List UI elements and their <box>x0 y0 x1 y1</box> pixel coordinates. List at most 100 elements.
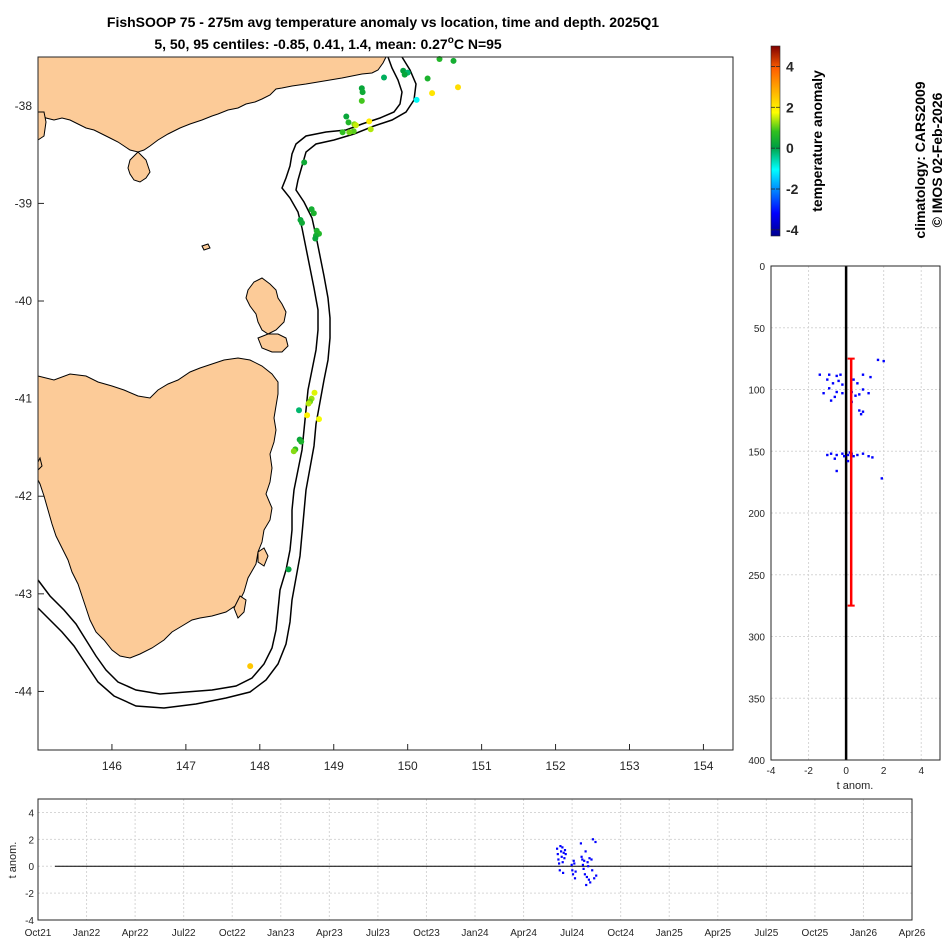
colorbar-tick-label: 4 <box>786 58 794 74</box>
time-point <box>562 851 565 854</box>
time-x-tick-label: Oct25 <box>802 928 829 939</box>
map-x-tick-labels: 146 147 148 149 150 151 152 153 154 <box>102 759 714 773</box>
map-point <box>401 71 408 78</box>
profile-y-tick-label: 50 <box>754 324 766 335</box>
credit-climatology: climatology: CARS2009 <box>912 81 928 238</box>
map-point <box>312 235 319 242</box>
profile-point <box>846 459 850 463</box>
time-y-tick-label: -2 <box>25 889 34 900</box>
time-points <box>556 838 598 887</box>
time-point <box>571 869 574 872</box>
time-point <box>594 840 597 844</box>
profile-y-tick-label: 400 <box>748 756 765 767</box>
profile-point <box>833 457 836 460</box>
map-point <box>358 97 365 104</box>
profile-point <box>835 374 838 378</box>
map-y-tick-label: -43 <box>15 587 33 601</box>
time-x-tick-label: Jan24 <box>461 928 489 939</box>
map-point <box>455 84 461 91</box>
profile-point <box>867 392 870 395</box>
time-point <box>587 865 590 868</box>
profile-point <box>861 373 865 376</box>
profile-point <box>858 393 861 396</box>
time-x-tick-label: Jul24 <box>560 928 584 939</box>
profile-point <box>846 453 850 457</box>
time-series-panel: Oct21 Jan22 Apr22 Jul22 Oct22 Jan23 Apr23 Jul23… <box>7 798 926 939</box>
profile-point <box>848 451 852 454</box>
time-x-tick-label: Jan22 <box>73 928 101 939</box>
credit-copyright: © IMOS 02-Feb-2026 <box>929 92 945 227</box>
small-islet <box>201 243 211 251</box>
time-x-tick-label: Jan23 <box>267 928 295 939</box>
profile-x-label: t anom. <box>837 780 874 792</box>
time-point <box>559 845 562 848</box>
colorbar-tick-label: 0 <box>786 140 794 156</box>
profile-y-tick-labels: 0 50 100 150 200 250 300 350 400 <box>748 262 765 767</box>
profile-x-tick-label: -4 <box>767 766 776 777</box>
time-x-tick-label: Oct24 <box>607 928 634 939</box>
profile-point <box>831 382 835 385</box>
map-y-tick-label: -40 <box>15 294 33 308</box>
profile-point <box>869 375 872 379</box>
cape-barren <box>257 333 289 353</box>
time-x-tick-label: Apr25 <box>704 928 731 939</box>
map-point <box>247 663 254 670</box>
map-y-tick-labels: -38 -39 -40 -41 -42 -43 -44 <box>15 99 33 699</box>
time-point <box>556 853 559 856</box>
time-y-tick-label: -4 <box>25 916 34 927</box>
time-y-label: t anom. <box>7 842 19 879</box>
profile-point <box>829 452 833 455</box>
map-point <box>450 57 457 64</box>
time-point <box>579 842 582 845</box>
map-point <box>366 118 373 125</box>
time-point <box>591 838 594 841</box>
profile-y-tick-label: 0 <box>759 262 765 273</box>
profile-point <box>829 399 833 402</box>
flinders-island <box>245 277 287 335</box>
profile-point <box>841 452 844 455</box>
map-x-tick-label: 154 <box>693 759 713 773</box>
map-y-tick-label: -41 <box>15 392 33 406</box>
map-point <box>310 210 317 217</box>
map-point <box>290 448 297 455</box>
figure-subtitle: 5, 50, 95 centiles: -0.85, 0.41, 1.4, me… <box>154 35 502 52</box>
map-point <box>381 74 387 81</box>
profile-point <box>856 453 859 457</box>
time-point <box>560 855 563 858</box>
profile-point <box>839 373 842 376</box>
depth-profile-panel: -4 -2 0 2 4 0 50 100 150 200 250 300 350 400 t anom. <box>748 262 941 792</box>
colorbar-tick-label: -4 <box>786 222 799 238</box>
profile-point <box>826 378 829 381</box>
map-x-tick-label: 150 <box>398 759 418 773</box>
victoria-land <box>37 56 387 153</box>
profile-point <box>859 413 863 416</box>
map-point <box>352 122 359 129</box>
profile-point <box>876 358 880 362</box>
map-points <box>247 56 461 670</box>
time-x-tick-label: Jan26 <box>850 928 878 939</box>
profile-point <box>835 469 838 473</box>
time-point <box>563 849 567 852</box>
profile-point <box>871 456 874 459</box>
time-point <box>590 858 593 861</box>
map-x-tick-label: 152 <box>546 759 566 773</box>
time-point <box>593 877 596 880</box>
map-frame <box>37 56 734 751</box>
map-x-tick-label: 147 <box>176 759 196 773</box>
time-point <box>583 873 586 876</box>
time-y-tick-label: 2 <box>28 835 34 846</box>
profile-x-tick-label: 0 <box>843 766 849 777</box>
time-point <box>585 883 588 887</box>
map-point <box>285 566 292 573</box>
profile-point <box>841 392 844 395</box>
subtitle-prefix: 5, 50, 95 centiles: -0.85, 0.41, 1.4, me… <box>154 36 448 52</box>
time-point <box>587 878 590 881</box>
colorbar-tick-label: -2 <box>786 181 799 197</box>
map-point <box>346 129 353 136</box>
time-point <box>573 877 577 880</box>
colorbar: 4 2 0 -2 -4 temperature anomaly <box>770 45 825 238</box>
profile-x-tick-labels: -4 -2 0 2 4 <box>767 766 925 777</box>
map-point <box>311 389 318 396</box>
tasmania <box>37 357 279 659</box>
time-point <box>561 846 564 849</box>
